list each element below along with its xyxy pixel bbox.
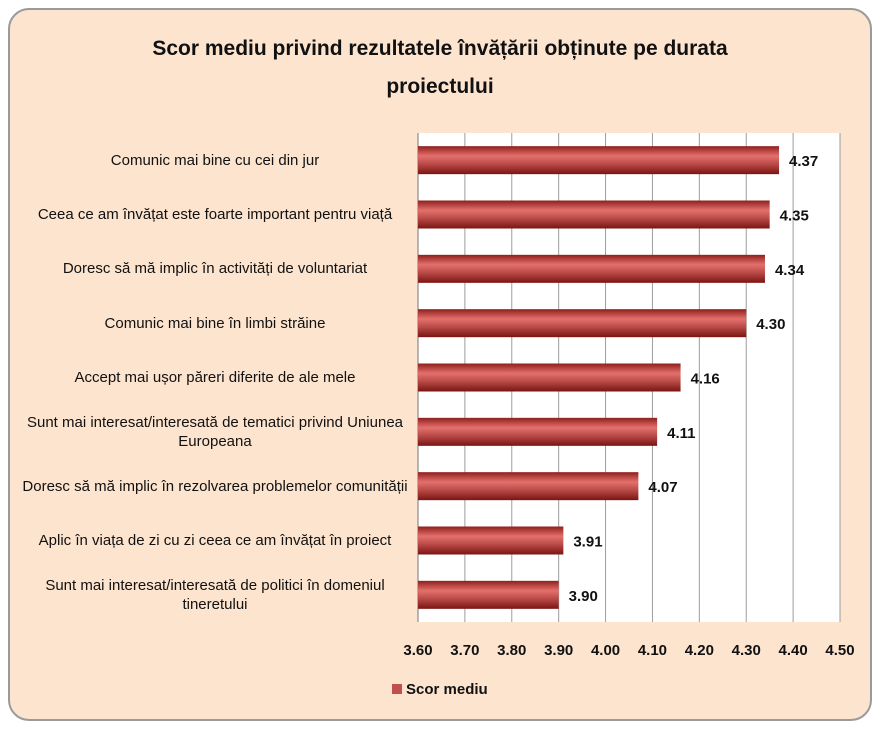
y-tick-label: Aplic în viața de zi cu zi ceea ce am în…: [38, 532, 392, 549]
y-tick-label: Sunt mai interesat/interesată de politic…: [45, 576, 385, 613]
x-tick-label: 3.60: [403, 642, 432, 659]
y-tick-label: Ceea ce am învățat este foarte important…: [37, 206, 393, 223]
bar: [418, 254, 765, 283]
category-label-box: Ceea ce am învățat este foarte important…: [37, 206, 393, 223]
category-label-box: Sunt mai interesat/interesată de politic…: [45, 576, 385, 613]
x-tick-label: 4.10: [638, 642, 667, 659]
bar: [418, 526, 564, 555]
category-label-box: Doresc să mă implic în rezolvarea proble…: [22, 477, 408, 495]
legend-swatch: [392, 684, 402, 694]
value-label: 4.16: [691, 370, 720, 387]
y-tick-label: Comunic mai bine cu cei din jur: [110, 151, 320, 169]
value-label: 4.34: [775, 262, 805, 279]
x-tick-label: 4.00: [591, 642, 620, 659]
value-label: 4.30: [756, 316, 785, 333]
x-tick-label: 3.90: [544, 642, 573, 659]
value-label: 4.37: [789, 153, 818, 170]
y-tick-label: Doresc să mă implic în activități de vol…: [62, 260, 368, 278]
y-tick-label: Comunic mai bine în limbi străine: [104, 314, 326, 332]
x-tick-label: 4.40: [779, 642, 808, 659]
value-label: 4.35: [780, 207, 809, 224]
bar: [418, 363, 681, 392]
bar: [418, 146, 780, 175]
value-label: 4.07: [648, 479, 677, 496]
value-label: 3.91: [573, 533, 602, 550]
bar: [418, 417, 658, 446]
category-label-box: Doresc să mă implic în activități de vol…: [62, 260, 368, 278]
x-tick-label: 3.70: [450, 642, 479, 659]
x-tick-label: 3.80: [497, 642, 526, 659]
bar: [418, 472, 639, 501]
category-label-box: Aplic în viața de zi cu zi ceea ce am în…: [38, 532, 392, 549]
x-tick-label: 4.20: [685, 642, 714, 659]
chart-title: Scor mediu privind rezultatele învățării…: [152, 37, 728, 98]
category-label-box: Sunt mai interesat/interesată de tematic…: [26, 413, 404, 450]
x-tick-label: 4.50: [825, 642, 854, 659]
y-tick-label: Doresc să mă implic în rezolvarea proble…: [22, 477, 408, 495]
y-tick-label: Sunt mai interesat/interesată de tematic…: [26, 413, 404, 450]
value-label: 3.90: [569, 588, 598, 605]
y-tick-label: Accept mai ușor păreri diferite de ale m…: [74, 369, 356, 386]
category-label-box: Accept mai ușor păreri diferite de ale m…: [74, 369, 356, 386]
category-label-box: Comunic mai bine în limbi străine: [104, 314, 326, 332]
category-label-box: Comunic mai bine cu cei din jur: [110, 151, 320, 169]
bar: [418, 309, 747, 338]
value-label: 4.11: [667, 425, 695, 442]
x-tick-label: 4.30: [732, 642, 761, 659]
legend-label: Scor mediu: [406, 681, 488, 698]
bar: [418, 200, 770, 229]
bar: [418, 580, 559, 609]
